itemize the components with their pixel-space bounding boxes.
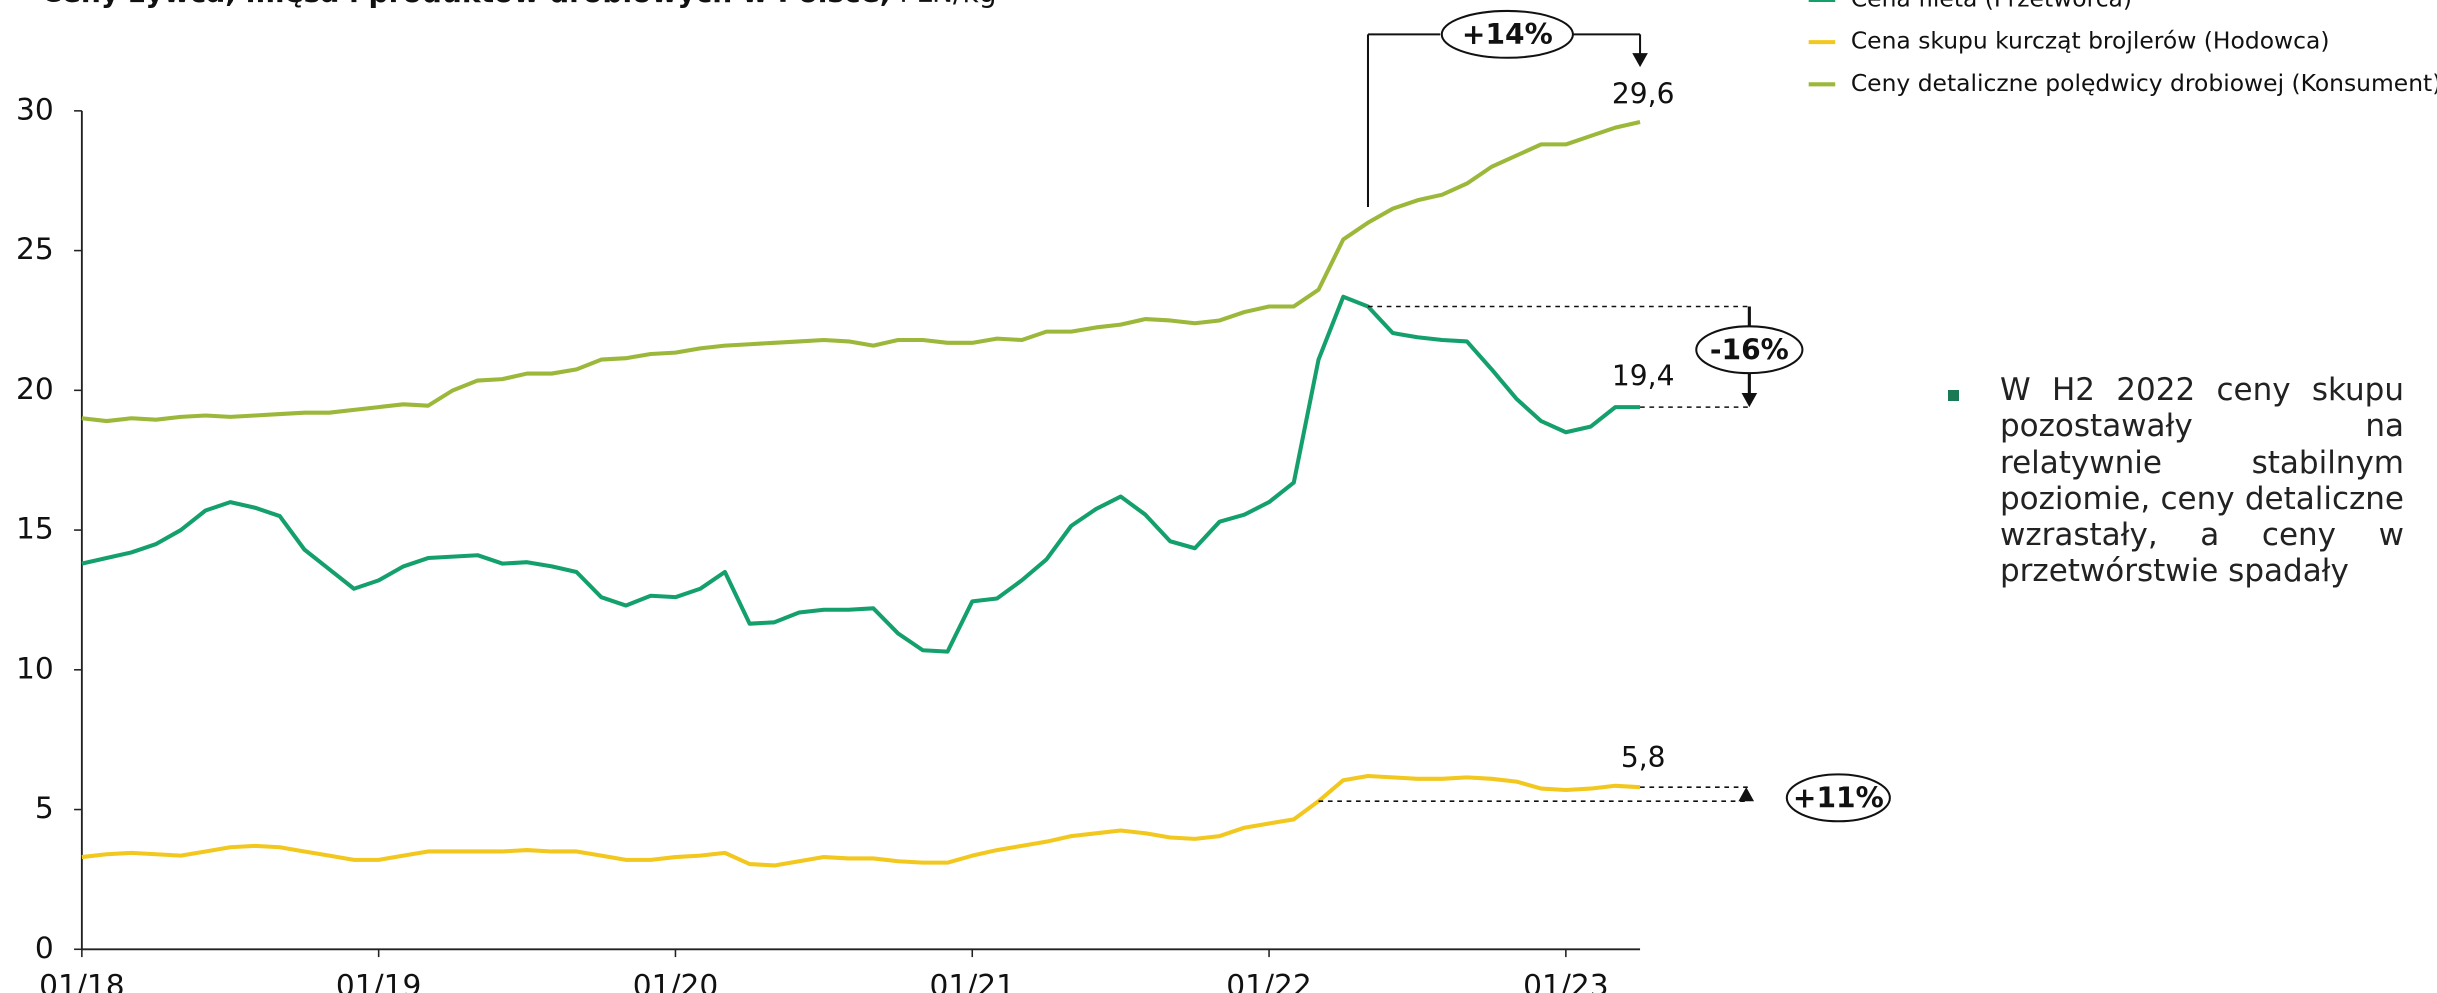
annotation: +11% <box>1793 781 1884 814</box>
arrow-head <box>1741 393 1758 408</box>
annotation: 19,4 <box>1612 359 1675 392</box>
y-tick-label: 25 <box>16 231 54 266</box>
x-tick-label: 01/23 <box>1523 967 1608 993</box>
y-tick-label: 15 <box>16 511 54 546</box>
y-tick-label: 30 <box>16 91 54 126</box>
badge <box>1695 325 1804 375</box>
badge <box>1440 9 1574 59</box>
y-tick-label: 0 <box>35 930 54 965</box>
annotation: 5,8 <box>1621 741 1666 774</box>
note: W H2 2022 ceny skupu pozostawały na rela… <box>2000 372 2404 590</box>
x-tick-label: 01/20 <box>633 967 718 993</box>
badge <box>1785 773 1891 823</box>
series-line <box>81 773 1641 868</box>
annotation: 29,6 <box>1612 77 1675 110</box>
legend-label: Cena fileta (Przetwórca) <box>1851 0 2132 13</box>
x-tick-label: 01/19 <box>336 967 421 993</box>
x-tick-label: 01/21 <box>930 967 1015 993</box>
arrow-head <box>1632 53 1648 68</box>
x-tick-label: 01/18 <box>39 967 124 993</box>
legend-label: Cena skupu kurcząt brojlerów (Hodowca) <box>1851 27 2330 55</box>
series-line <box>81 120 1641 424</box>
annotation: -16% <box>1710 333 1789 366</box>
y-tick-label: 10 <box>16 650 54 685</box>
unit: PLN/kg <box>899 0 996 9</box>
bullet <box>1948 390 1959 401</box>
annotation: +14% <box>1462 18 1553 51</box>
legend-label: Ceny detaliczne polędwicy drobiowej (Kon… <box>1851 69 2437 97</box>
y-tick-label: 20 <box>16 371 54 406</box>
y-tick-label: 5 <box>35 790 54 825</box>
series-line <box>81 294 1641 654</box>
title: Ceny żywca, mięsa i produktów drobiowych… <box>41 0 890 9</box>
x-tick-label: 01/22 <box>1226 967 1311 993</box>
chart-title: Ceny żywca, mięsa i produktów drobiowych… <box>41 0 996 9</box>
arrow-head <box>1738 787 1755 802</box>
